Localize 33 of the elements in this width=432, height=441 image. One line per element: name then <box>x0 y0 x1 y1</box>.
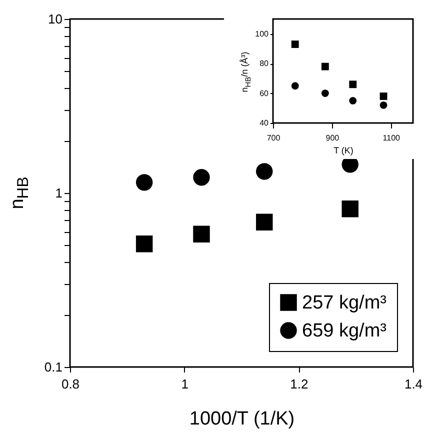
x-tick-label: 700 <box>266 134 281 142</box>
point <box>349 97 357 104</box>
x-tick-label: 1 <box>181 376 188 392</box>
point <box>342 200 358 218</box>
x-tick-label: 900 <box>326 134 340 142</box>
y-tick-label: 80 <box>260 59 270 68</box>
y-tick-label: 60 <box>260 88 270 98</box>
y-tick-label: 100 <box>255 29 270 38</box>
point <box>380 101 388 109</box>
point <box>136 174 153 191</box>
x-tick-label: 0.8 <box>61 376 80 392</box>
y-tick-label: 10 <box>48 12 62 26</box>
point <box>256 163 273 180</box>
y-tick-label: 1 <box>55 186 62 200</box>
legend-label: 659 kg/m³ <box>302 320 386 342</box>
point <box>349 80 357 88</box>
point <box>291 40 299 48</box>
legend-label: 257 kg/m³ <box>302 292 386 314</box>
point <box>193 226 210 243</box>
y-tick-label: 40 <box>260 118 270 128</box>
point <box>256 214 273 231</box>
x-tick-label: 1100 <box>382 134 401 142</box>
point <box>321 90 329 97</box>
point <box>321 62 329 70</box>
y-tick-label: 0.1 <box>44 360 62 374</box>
x-tick-label: 1.4 <box>404 376 423 392</box>
point <box>291 82 299 90</box>
point <box>136 236 153 252</box>
x-axis-title: 1000/T (1/K) <box>189 408 295 430</box>
point <box>380 92 388 100</box>
x-tick-label: 1.2 <box>290 376 308 392</box>
point <box>193 169 210 186</box>
x-axis-title: T (K) <box>334 146 354 156</box>
